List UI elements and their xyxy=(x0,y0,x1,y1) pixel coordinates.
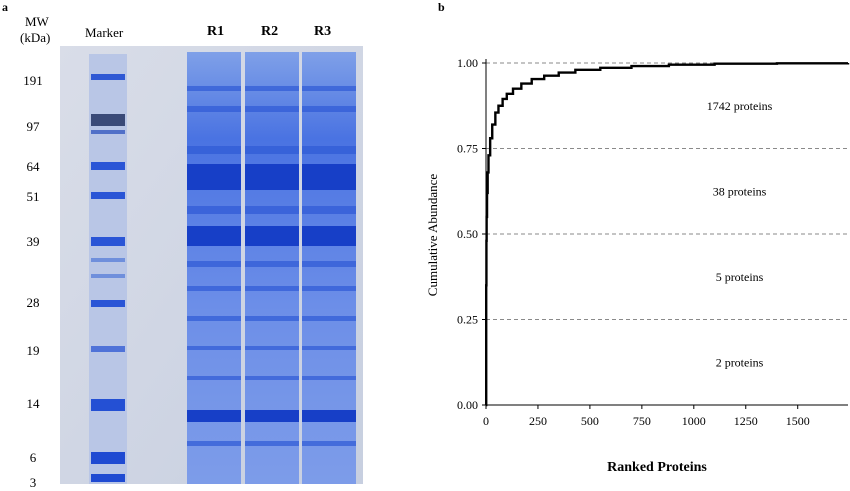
cumulative-abundance-line xyxy=(485,62,850,407)
annotation-3: 2 proteins xyxy=(716,355,764,369)
x-tick-label-6: 1500 xyxy=(786,414,810,428)
lane-label-r1: R1 xyxy=(207,24,225,39)
annotation-1: 38 proteins xyxy=(713,184,767,198)
sds-page-gel-image xyxy=(60,46,363,484)
mw-tick-6: 6 xyxy=(29,450,37,465)
annotation-2: 5 proteins xyxy=(716,270,764,284)
mw-tick-64: 64 xyxy=(26,159,40,174)
lane-label-r3: R3 xyxy=(314,24,332,39)
marker-lane xyxy=(89,54,127,484)
chart-gridlines xyxy=(486,62,848,320)
mw-tick-14: 14 xyxy=(26,396,40,411)
mw-tick-19: 19 xyxy=(26,343,40,358)
y-tick-label-2: 0.50 xyxy=(457,227,478,241)
x-axis-label: Ranked Proteins xyxy=(607,460,707,475)
x-tick-label-1: 250 xyxy=(529,414,547,428)
mw-tick-28: 28 xyxy=(26,295,40,310)
y-tick-label-1: 0.25 xyxy=(457,313,478,327)
y-tick-label-0: 0.00 xyxy=(457,398,478,412)
panel-a-label: a xyxy=(2,0,8,14)
y-tick-label-3: 0.75 xyxy=(457,142,478,156)
panel-b-label: b xyxy=(438,0,445,14)
y-axis-label: Cumulative Abundance xyxy=(425,174,440,297)
chart-series xyxy=(485,62,850,407)
mw-header-line2: (kDa) xyxy=(20,30,51,45)
chart-tick-labels: 0.00 0.25 0.50 0.75 1.00 0 250 500 750 1000 1250 15… xyxy=(457,56,810,428)
mw-header-line1: MW xyxy=(25,14,49,29)
x-tick-label-5: 1250 xyxy=(734,414,758,428)
cumulative-abundance-chart: 0.00 0.25 0.50 0.75 1.00 0 250 500 750 1000 1250 15… xyxy=(420,40,850,485)
sample-lanes xyxy=(187,52,356,484)
x-tick-label-4: 1000 xyxy=(682,414,706,428)
mw-tick-3: 3 xyxy=(29,475,37,490)
lane-label-r2: R2 xyxy=(261,24,279,39)
mw-tick-97: 97 xyxy=(26,119,40,134)
y-tick-label-4: 1.00 xyxy=(457,56,478,70)
mw-tick-191: 191 xyxy=(23,73,43,88)
x-tick-label-2: 500 xyxy=(581,414,599,428)
annotation-0: 1742 proteins xyxy=(707,99,773,113)
mw-tick-39: 39 xyxy=(26,234,40,249)
x-tick-label-3: 750 xyxy=(633,414,651,428)
mw-tick-51: 51 xyxy=(26,189,40,204)
x-tick-label-0: 0 xyxy=(483,414,489,428)
chart-annotations: 1742 proteins 38 proteins 5 proteins 2 prot… xyxy=(707,99,773,370)
marker-label: Marker xyxy=(85,25,124,40)
